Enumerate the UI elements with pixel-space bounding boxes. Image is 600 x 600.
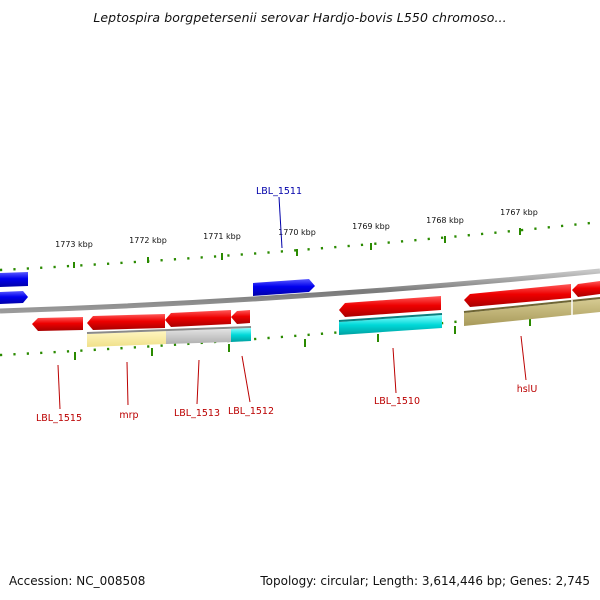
chromosome-backbone bbox=[0, 268, 600, 314]
leader-mrp bbox=[126, 361, 129, 406]
gene-label-lbl-1512[interactable]: LBL_1512 bbox=[228, 406, 274, 417]
upper-scale: 1773 kbp 1772 kbp 1771 kbp 1770 kbp 1769… bbox=[0, 208, 600, 272]
leader-lbl-1512 bbox=[241, 355, 251, 403]
gene-arrow-lbl-1510[interactable] bbox=[339, 296, 441, 317]
gene-arrow-forward[interactable] bbox=[0, 272, 28, 287]
scale-label: 1773 kbp bbox=[55, 240, 93, 249]
upper-major-ticks bbox=[73, 228, 521, 268]
gene-arrow-lbl-1513[interactable] bbox=[165, 310, 231, 327]
scale-label: 1772 kbp bbox=[129, 236, 167, 245]
gene-label-lbl-1513[interactable]: LBL_1513 bbox=[174, 408, 220, 419]
gene-arrow-mrp[interactable] bbox=[87, 314, 165, 330]
lower-scale bbox=[0, 305, 600, 360]
gene-label-mrp[interactable]: mrp bbox=[119, 410, 138, 421]
forward-genes bbox=[0, 272, 315, 304]
scale-label: 1769 kbp bbox=[352, 222, 390, 231]
gene-arrow-reverse[interactable] bbox=[572, 281, 600, 297]
gene-labels: LBL_1511 LBL_1515 mrp LBL_1513 LBL_1512 … bbox=[36, 186, 537, 424]
scale-label: 1768 kbp bbox=[426, 216, 464, 225]
feature-edge bbox=[338, 313, 443, 322]
leader-lbl-1511 bbox=[278, 196, 283, 249]
leader-lines bbox=[57, 196, 527, 410]
gene-arrow-lbl-1515[interactable] bbox=[32, 317, 83, 331]
feature-edge bbox=[463, 297, 600, 313]
gene-arrow-forward[interactable] bbox=[0, 291, 28, 304]
feature-edge bbox=[86, 326, 252, 334]
reverse-genes bbox=[32, 281, 600, 331]
map-title: Leptospira borgpetersenii serovar Hardjo… bbox=[93, 10, 507, 25]
gene-label-lbl-1511[interactable]: LBL_1511 bbox=[256, 186, 302, 197]
leader-lbl-1513 bbox=[196, 359, 200, 405]
scale-label: 1767 kbp bbox=[500, 208, 538, 217]
gene-arrow-lbl-1512[interactable] bbox=[231, 310, 250, 324]
topology-summary: Topology: circular; Length: 3,614,446 bp… bbox=[260, 574, 590, 588]
feature-block-mrp[interactable] bbox=[87, 331, 166, 347]
gene-label-lbl-1515[interactable]: LBL_1515 bbox=[36, 413, 82, 424]
scale-label: 1770 kbp bbox=[278, 228, 316, 237]
feature-track bbox=[86, 297, 600, 347]
gene-label-hslu[interactable]: hslU bbox=[517, 384, 538, 395]
feature-block-hslu[interactable] bbox=[464, 299, 600, 326]
leader-lbl-1510 bbox=[392, 347, 397, 394]
leader-hslu bbox=[520, 335, 527, 381]
feature-block-lbl-1513[interactable] bbox=[166, 329, 231, 344]
lower-major-ticks bbox=[74, 318, 531, 360]
gene-label-lbl-1510[interactable]: LBL_1510 bbox=[374, 396, 420, 407]
accession-text: Accession: NC_008508 bbox=[9, 574, 146, 588]
feature-block-lbl-1510[interactable] bbox=[339, 315, 442, 335]
feature-block-lbl-1512[interactable] bbox=[231, 328, 251, 342]
gene-arrow-lbl-1511[interactable] bbox=[253, 279, 315, 296]
scale-label: 1771 kbp bbox=[203, 232, 241, 241]
leader-lbl-1515 bbox=[57, 364, 61, 410]
gene-arrow-hslu[interactable] bbox=[464, 284, 571, 307]
